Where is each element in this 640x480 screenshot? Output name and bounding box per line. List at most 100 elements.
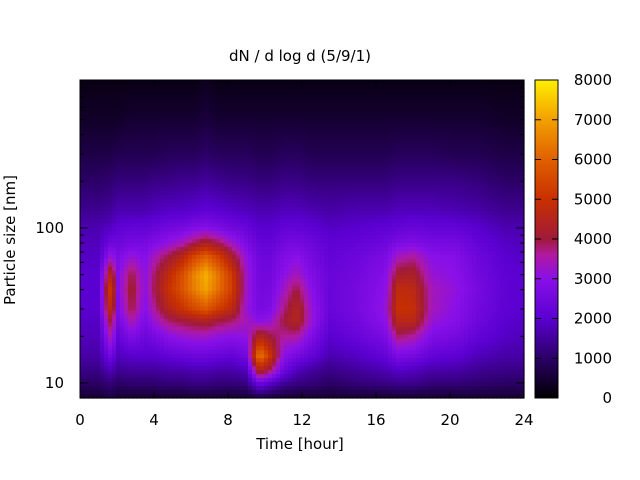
heatmap-cell [144, 91, 149, 97]
heatmap-cell [248, 111, 253, 117]
heatmap-cell [440, 147, 445, 153]
heatmap-cell [208, 199, 213, 204]
heatmap-cell [216, 147, 221, 153]
heatmap-cell [320, 147, 325, 153]
heatmap-cell [436, 187, 441, 192]
heatmap-cell [428, 123, 433, 129]
heatmap-cell [520, 223, 525, 228]
heatmap-cell [464, 151, 469, 157]
heatmap-cell [280, 227, 285, 232]
heatmap-cell [244, 171, 249, 177]
heatmap-cell [432, 115, 437, 121]
heatmap-cell [300, 167, 305, 173]
heatmap-cell [240, 235, 245, 240]
heatmap-cell [240, 151, 245, 157]
heatmap-cell [104, 171, 109, 177]
heatmap-cell [104, 183, 109, 188]
heatmap-cell [296, 239, 301, 244]
heatmap-cell [512, 199, 517, 204]
heatmap-cell [276, 163, 281, 169]
heatmap-cell [496, 159, 501, 165]
heatmap-cell [388, 139, 393, 145]
heatmap-cell [80, 167, 85, 173]
heatmap-cell [172, 239, 177, 244]
heatmap-cell [484, 187, 489, 192]
heatmap-cell [464, 119, 469, 125]
heatmap-cell [328, 115, 333, 121]
heatmap-cell [388, 155, 393, 161]
heatmap-cell [332, 155, 337, 161]
heatmap-cell [372, 155, 377, 161]
heatmap-cell [368, 187, 373, 192]
heatmap-cell [248, 103, 253, 109]
heatmap-cell [348, 159, 353, 165]
heatmap-cell [284, 187, 289, 192]
heatmap-cell [316, 179, 321, 184]
heatmap-cell [180, 95, 185, 101]
heatmap-cell [100, 127, 105, 133]
heatmap-cell [344, 87, 349, 93]
heatmap-cell [336, 151, 341, 157]
heatmap-cell [108, 183, 113, 188]
heatmap-cell [268, 147, 273, 153]
heatmap-cell [500, 223, 505, 228]
heatmap-cell [176, 254, 181, 260]
heatmap-cell [364, 111, 369, 117]
heatmap-cell [228, 195, 233, 200]
heatmap-cell [448, 203, 453, 208]
heatmap-cell [444, 175, 449, 180]
heatmap-cell [120, 127, 125, 133]
heatmap-cell [140, 219, 145, 224]
heatmap-cell [124, 242, 129, 248]
heatmap-cell [224, 235, 229, 240]
heatmap-cell [136, 87, 141, 93]
heatmap-cell [80, 115, 85, 121]
heatmap-cell [496, 223, 501, 228]
heatmap-cell [136, 167, 141, 173]
heatmap-cell [204, 83, 209, 89]
heatmap-cell [260, 199, 265, 204]
heatmap-cell [264, 119, 269, 125]
heatmap-cell [168, 80, 173, 85]
heatmap-cell [200, 175, 205, 180]
heatmap-cell [124, 131, 129, 137]
heatmap-cell [332, 203, 337, 208]
heatmap-cell [392, 123, 397, 129]
heatmap-cell [140, 135, 145, 141]
heatmap-cell [516, 135, 521, 141]
heatmap-cell [320, 223, 325, 228]
heatmap-cell [248, 203, 253, 208]
heatmap-cell [296, 223, 301, 228]
heatmap-cell [504, 127, 509, 133]
heatmap-cell [140, 95, 145, 101]
heatmap-cell [332, 80, 337, 85]
heatmap-cell [436, 195, 441, 200]
heatmap-cell [280, 139, 285, 145]
heatmap-cell [424, 123, 429, 129]
heatmap-cell [124, 155, 129, 161]
heatmap-cell [236, 203, 241, 208]
heatmap-cell [80, 195, 85, 200]
heatmap-cell [476, 203, 481, 208]
heatmap-cell [416, 175, 421, 180]
heatmap-cell [156, 135, 161, 141]
heatmap-cell [320, 187, 325, 192]
heatmap-cell [148, 151, 153, 157]
heatmap-cell [96, 211, 101, 216]
heatmap-cell [372, 199, 377, 204]
heatmap-cell [424, 246, 429, 252]
heatmap-cell [168, 246, 173, 252]
heatmap-cell [128, 250, 133, 256]
heatmap-cell [380, 87, 385, 93]
heatmap-cell [140, 183, 145, 188]
heatmap-cell [484, 135, 489, 141]
heatmap-cell [360, 187, 365, 192]
heatmap-cell [224, 246, 229, 252]
heatmap-cell [428, 227, 433, 232]
heatmap-cell [276, 119, 281, 125]
heatmap-cell [360, 250, 365, 256]
heatmap-cell [396, 207, 401, 212]
heatmap-cell [324, 203, 329, 208]
heatmap-cell [252, 115, 257, 121]
heatmap-cell [384, 103, 389, 109]
